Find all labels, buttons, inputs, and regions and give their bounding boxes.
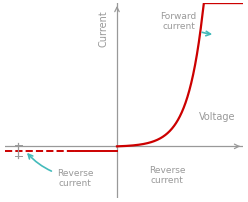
Text: Reverse
current: Reverse current (149, 165, 186, 184)
Text: Forward
current: Forward current (160, 12, 210, 37)
Text: Reverse
current: Reverse current (28, 154, 93, 187)
Text: Current: Current (99, 10, 109, 46)
Text: Voltage: Voltage (199, 112, 236, 122)
